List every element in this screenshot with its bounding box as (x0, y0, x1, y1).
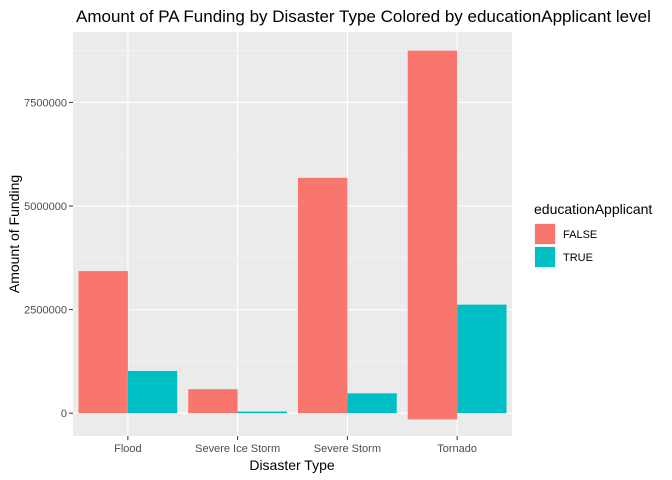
legend-label-false: FALSE (563, 229, 597, 241)
x-axis-title: Disaster Type (249, 457, 335, 473)
bar-true-flood (127, 370, 178, 414)
x-tick-label: Tornado (437, 443, 477, 455)
legend: educationApplicant FALSE TRUE (534, 201, 652, 268)
y-tick-label: 5000000 (24, 201, 67, 213)
legend-items: FALSE TRUE (534, 223, 597, 268)
bar-true-severe-storm (347, 393, 397, 414)
y-axis: 0 2500000 5000000 7500000 (24, 97, 73, 420)
y-tick-label: 0 (61, 408, 67, 420)
bar-false-flood (78, 271, 128, 414)
y-tick-label: 7500000 (24, 97, 67, 109)
bar-false-tornado (407, 50, 458, 420)
legend-swatch-false (535, 224, 555, 244)
x-tick-label: Flood (114, 443, 142, 455)
legend-label-true: TRUE (563, 252, 593, 264)
bar-true-tornado (457, 304, 507, 414)
bar-true-severe-ice-storm (237, 411, 288, 414)
bars (78, 50, 507, 420)
x-axis: Flood Severe Ice Storm Severe Storm Tornado (114, 436, 477, 455)
legend-swatch-true (535, 247, 555, 267)
y-tick-label: 2500000 (24, 305, 67, 317)
x-tick-label: Severe Storm (314, 443, 381, 455)
y-axis-title: Amount of Funding (6, 175, 22, 293)
bar-false-severe-ice-storm (188, 389, 238, 414)
legend-title: educationApplicant (534, 201, 652, 217)
bar-false-severe-storm (297, 177, 348, 414)
chart-title: Amount of PA Funding by Disaster Type Co… (76, 7, 651, 26)
x-tick-label: Severe Ice Storm (195, 443, 280, 455)
